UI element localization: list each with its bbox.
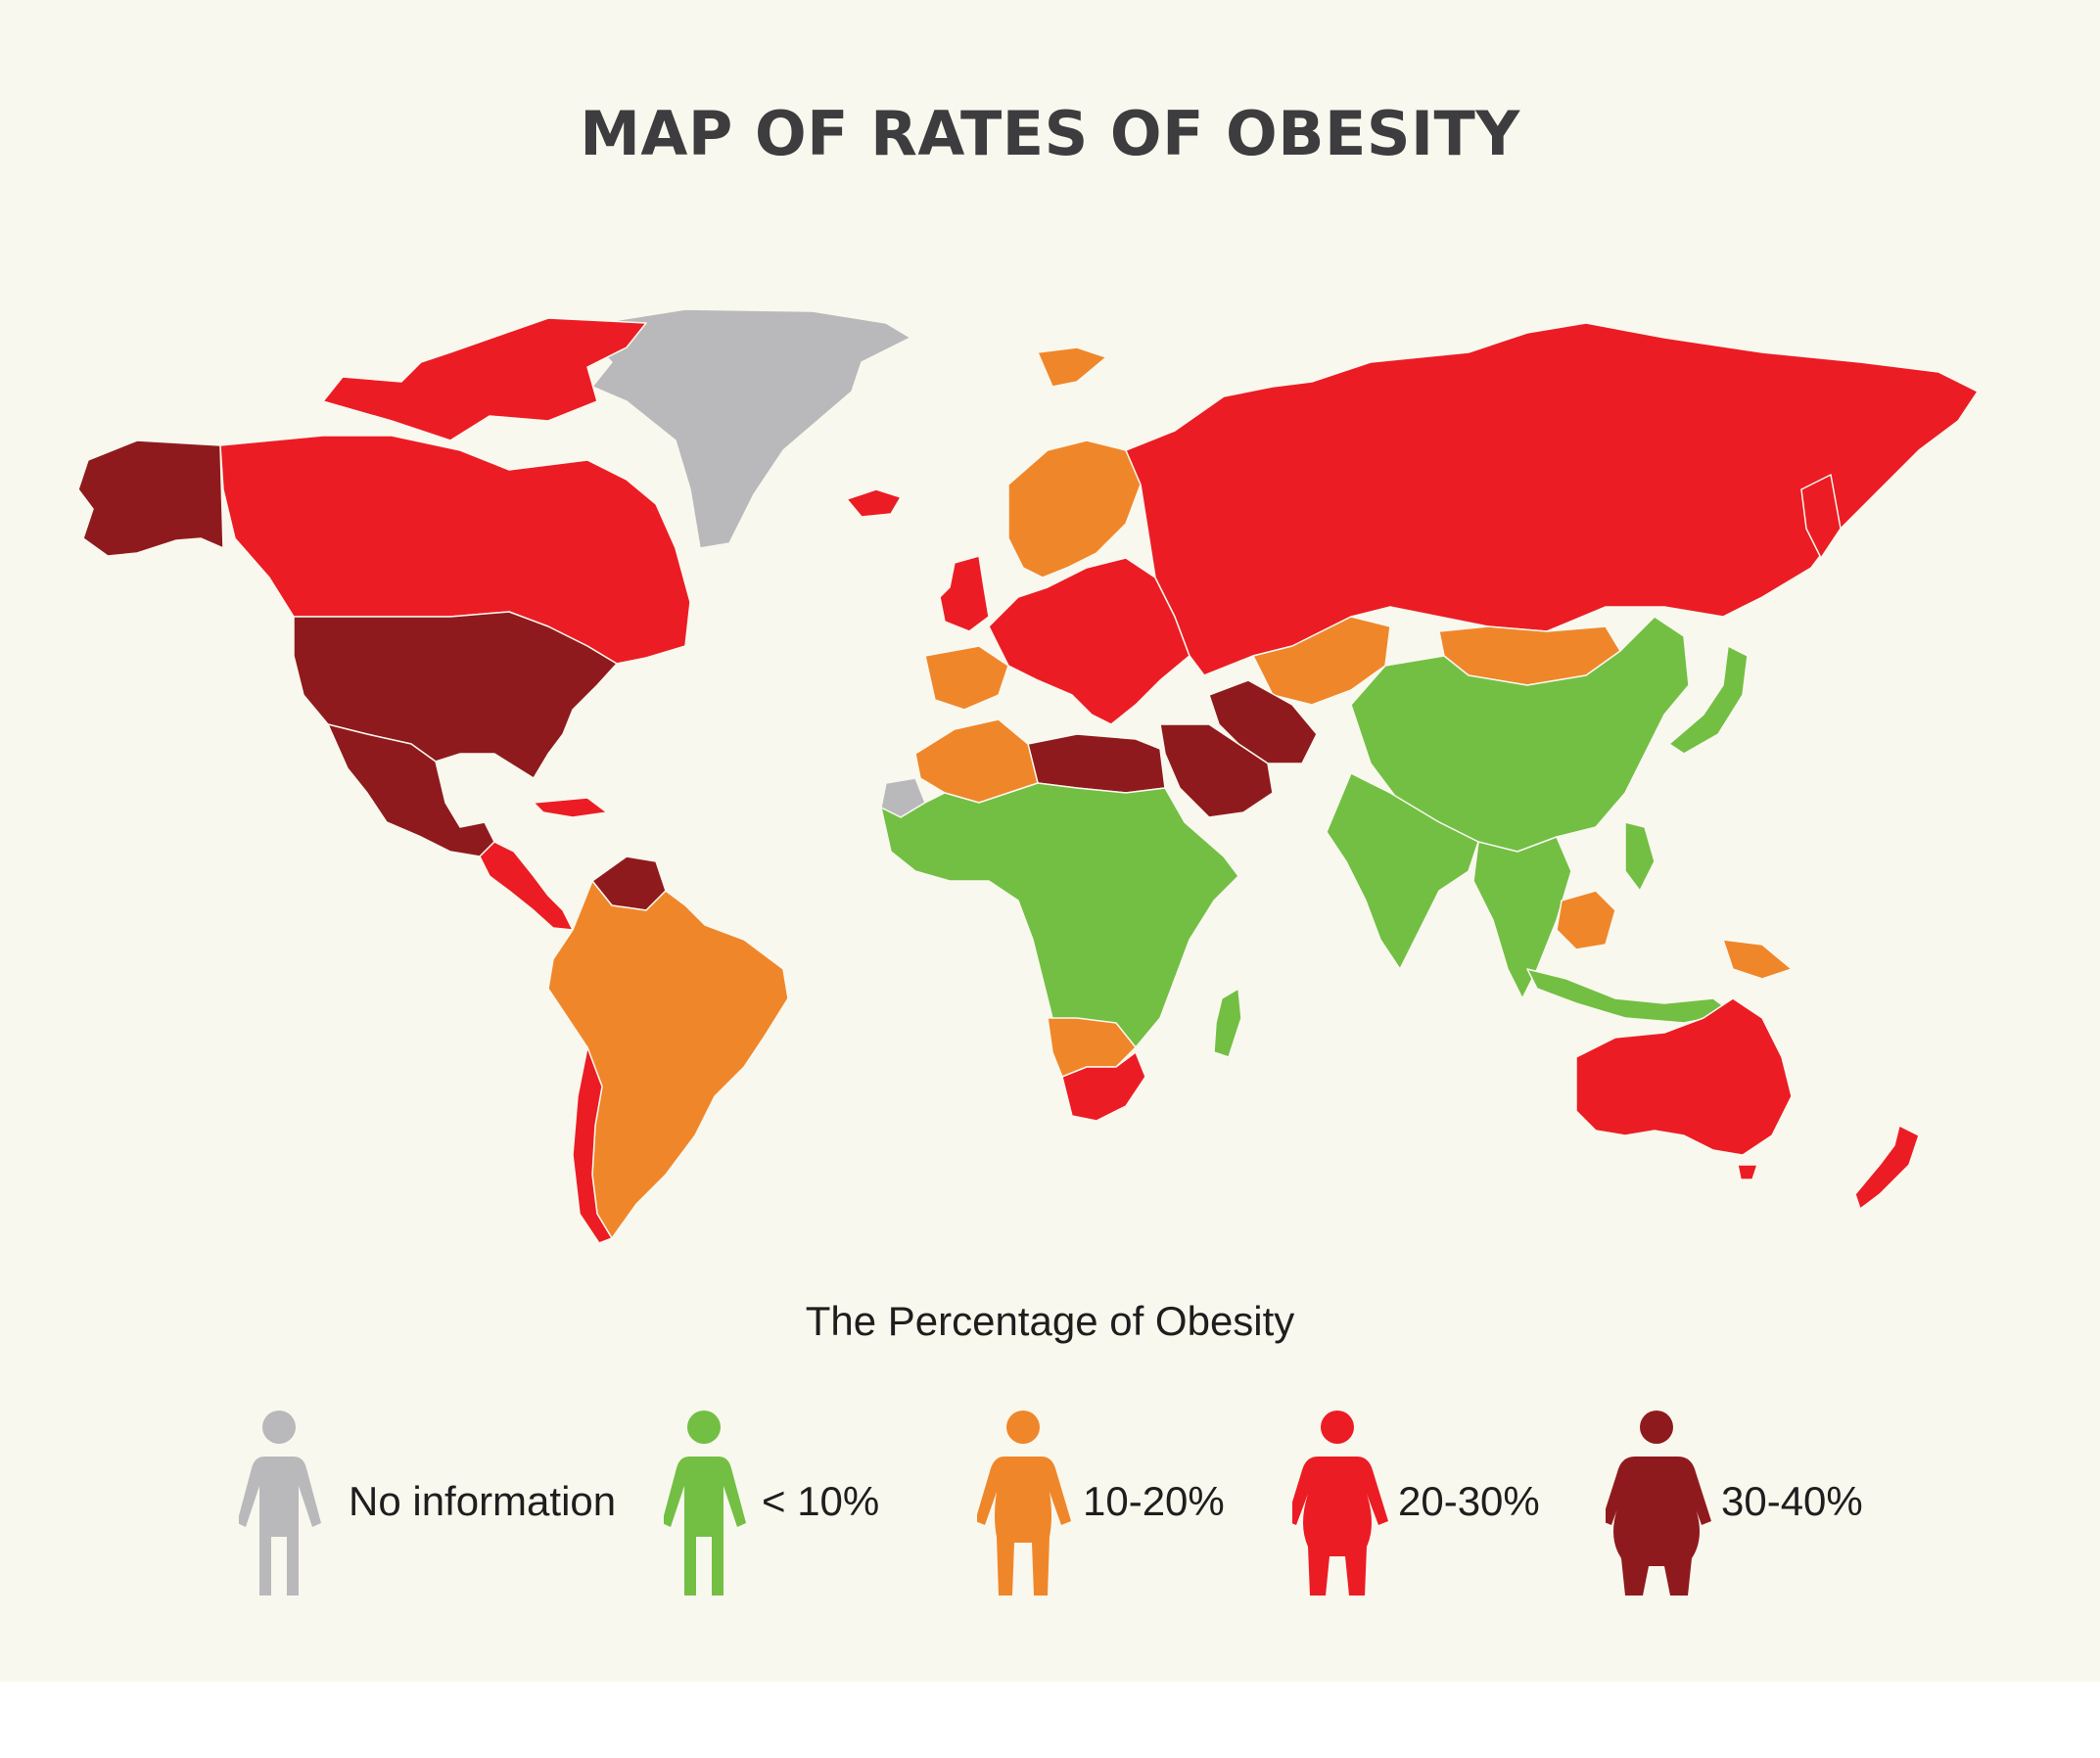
region-indonesia (1526, 968, 1734, 1024)
region-new-zealand (1854, 1125, 1920, 1210)
region-scandinavia (1007, 440, 1142, 578)
region-png (1722, 939, 1793, 980)
region-iran (1208, 679, 1318, 764)
poster-background: MAP OF RATES OF OBESITY (0, 0, 2100, 1682)
legend-label: < 10% (762, 1478, 880, 1524)
world-map (77, 308, 1979, 1244)
region-russia (1125, 322, 1979, 676)
legend-item-10-20: 10-20% (977, 1400, 1261, 1615)
legend: No information < 10% 10-20% (0, 1400, 2100, 1615)
legend-label: No information (349, 1478, 617, 1524)
region-caribbean (533, 797, 608, 818)
legend-item-no-information: No information (239, 1400, 630, 1615)
region-iceland (846, 488, 902, 518)
region-central-america (479, 841, 574, 931)
region-philippines (1624, 821, 1656, 892)
legend-label: 10-20% (1083, 1478, 1225, 1524)
region-india (1326, 772, 1479, 970)
region-europe (988, 557, 1190, 725)
region-iberia (924, 645, 1009, 711)
person-slim-icon (239, 1411, 321, 1596)
legend-item-20-30: 20-30% (1292, 1400, 1586, 1615)
map-title: MAP OF RATES OF OBESITY (580, 98, 1520, 169)
region-canada-arctic (322, 317, 647, 441)
legend-label: 20-30% (1398, 1478, 1540, 1524)
person-heavy-icon (1292, 1411, 1388, 1596)
region-sub-saharan-africa (880, 782, 1239, 1068)
legend-title: The Percentage of Obesity (805, 1298, 1295, 1344)
region-south-africa (1061, 1051, 1146, 1122)
region-united-kingdom (939, 555, 990, 632)
region-australia (1575, 997, 1793, 1156)
person-obese-icon (1606, 1411, 1711, 1596)
person-medium-icon (977, 1411, 1071, 1596)
region-greenland (591, 308, 911, 549)
legend-label: 30-40% (1721, 1478, 1863, 1524)
region-kamchatka (1800, 474, 1842, 559)
region-saudi-arabia (1159, 723, 1274, 818)
region-svalbard (1037, 347, 1107, 388)
region-borneo (1556, 890, 1616, 950)
region-alaska (77, 440, 224, 557)
legend-item-under-10: < 10% (664, 1400, 918, 1615)
region-canada (219, 435, 691, 665)
region-tasmania (1737, 1164, 1758, 1180)
legend-item-30-40: 30-40% (1606, 1400, 1899, 1615)
region-japan (1668, 645, 1749, 755)
person-slim-icon (664, 1411, 746, 1596)
region-chile (572, 1046, 613, 1244)
region-southeast-asia (1472, 836, 1572, 999)
region-madagascar (1213, 988, 1242, 1058)
